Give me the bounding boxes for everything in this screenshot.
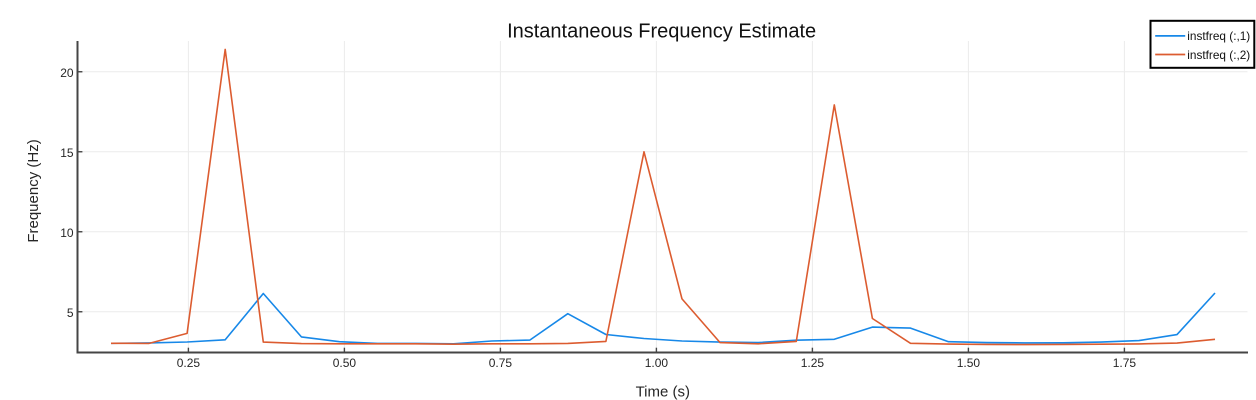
- svg-text:1.50: 1.50: [957, 356, 981, 370]
- svg-text:15: 15: [60, 146, 74, 160]
- svg-text:instfreq (:,1): instfreq (:,1): [1187, 29, 1250, 43]
- svg-text:Frequency (Hz): Frequency (Hz): [25, 139, 42, 242]
- svg-text:Time (s): Time (s): [636, 383, 690, 400]
- svg-text:instfreq (:,2): instfreq (:,2): [1187, 48, 1250, 62]
- svg-text:10: 10: [60, 226, 74, 240]
- svg-text:20: 20: [60, 66, 74, 80]
- svg-text:1.25: 1.25: [801, 356, 825, 370]
- svg-text:5: 5: [67, 306, 74, 320]
- svg-text:0.50: 0.50: [333, 356, 357, 370]
- svg-text:1.75: 1.75: [1113, 356, 1137, 370]
- svg-text:1.00: 1.00: [645, 356, 669, 370]
- svg-text:0.75: 0.75: [489, 356, 513, 370]
- svg-text:0.25: 0.25: [177, 356, 201, 370]
- svg-text:Instantaneous Frequency Estima: Instantaneous Frequency Estimate: [507, 20, 816, 42]
